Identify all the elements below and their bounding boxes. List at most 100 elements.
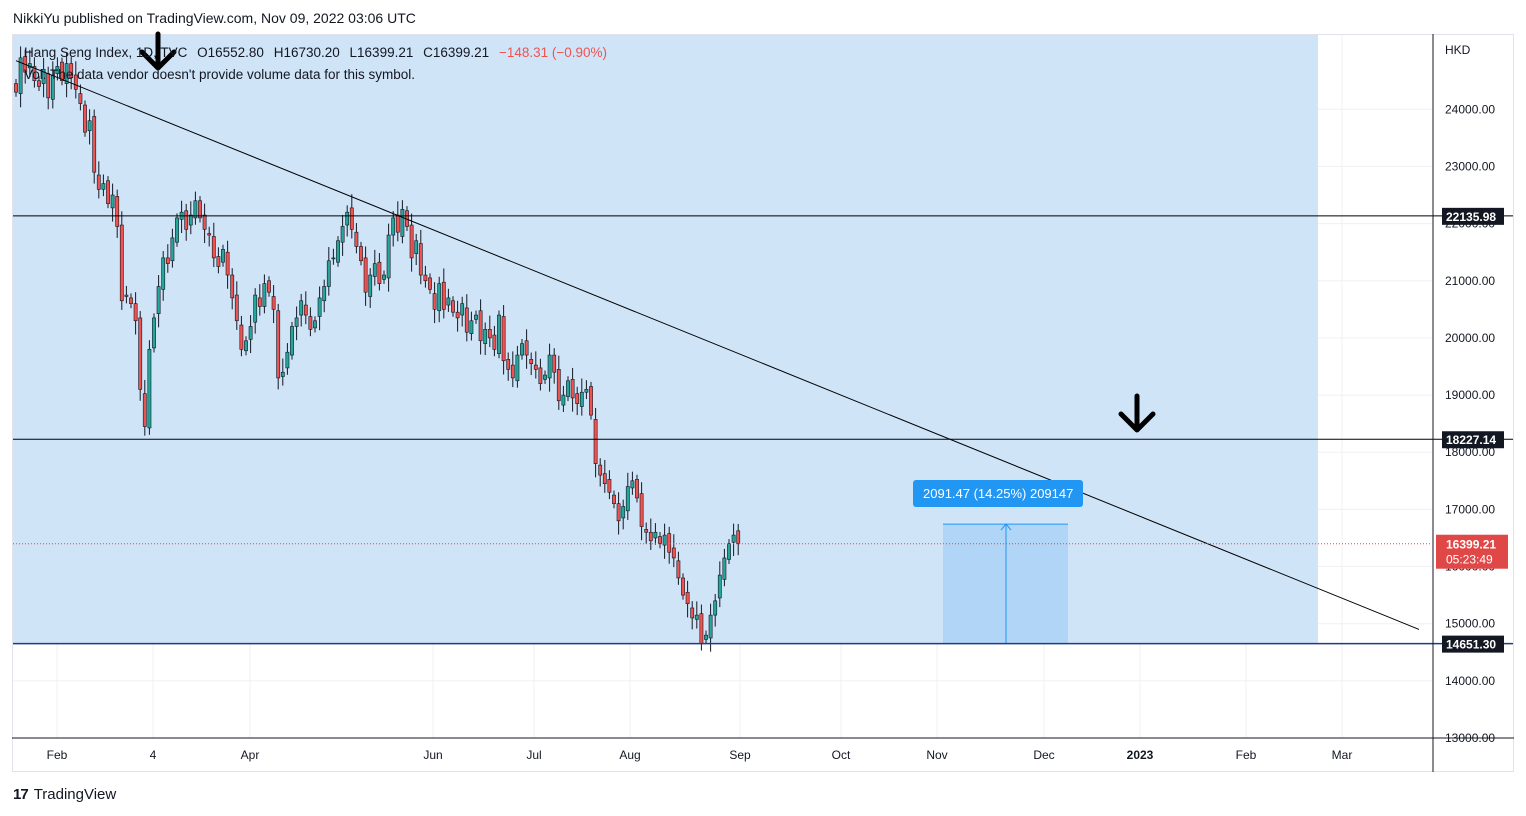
down-arrow-icon (139, 31, 177, 71)
candle-up (474, 314, 478, 320)
candle-up (579, 391, 584, 407)
candle-up (662, 534, 667, 546)
price-tick-label: 24000.00 (1445, 102, 1495, 116)
time-tick-label: Jul (526, 748, 541, 762)
candle-up (391, 217, 396, 236)
price-tick-label: 13000.00 (1445, 731, 1495, 745)
candle-up (520, 343, 524, 356)
candle-up (156, 286, 161, 314)
level-label: 14651.30 (1446, 638, 1496, 652)
candle-up (400, 209, 405, 237)
candle-down (685, 591, 690, 604)
candle-up (722, 557, 727, 580)
candle-down (593, 419, 598, 464)
candle-down (37, 80, 41, 87)
candle-down (570, 379, 575, 399)
volume-note: Vol: The data vendor doesn't provide vol… (24, 67, 416, 82)
candle-up (110, 194, 115, 209)
candle-down (271, 296, 276, 310)
candle-down (211, 236, 216, 259)
candle-down (455, 311, 460, 319)
current-price-label: 16399.21 (1446, 538, 1496, 552)
candle-up (50, 74, 55, 100)
candle-up (561, 394, 566, 406)
time-tick-label: 4 (150, 748, 157, 762)
candle-down (234, 294, 239, 322)
candle-down (598, 464, 603, 476)
candle-down (165, 257, 170, 264)
candle-up (727, 543, 731, 560)
candle-down (198, 200, 202, 219)
candle-up (290, 326, 294, 356)
tradingview-logo-icon: 17 (13, 786, 29, 803)
measure-label: 2091.47 (14.25%) 209147 (913, 480, 1084, 507)
candle-down (138, 317, 143, 390)
candle-up (244, 340, 248, 352)
candle-up (152, 317, 156, 349)
candle-up (483, 329, 488, 344)
candle-down (552, 354, 557, 373)
candle-up (653, 531, 658, 539)
candle-down (423, 274, 428, 282)
candle-down (202, 214, 207, 230)
candle-up (280, 371, 285, 377)
candle-down (129, 297, 133, 304)
candle-down (69, 63, 74, 79)
time-tick-label: Dec (1033, 748, 1054, 762)
candle-up (294, 317, 299, 327)
candle-down (257, 297, 262, 307)
time-tick-label: Apr (241, 748, 260, 762)
price-tick-label: 14000.00 (1445, 674, 1495, 688)
candle-up (731, 534, 736, 543)
candle-down (524, 340, 529, 356)
candle-up (326, 260, 331, 287)
candle-up (170, 237, 175, 262)
candle-down (216, 256, 221, 267)
highlight-zone (13, 35, 1318, 644)
candle-down (538, 367, 543, 384)
candle-down (501, 316, 506, 362)
candle-down (648, 531, 653, 542)
candle-down (478, 310, 483, 342)
ohlc-close: C16399.21 (423, 45, 490, 60)
candle-down (225, 251, 230, 276)
candle-down (658, 536, 662, 544)
candle-up (253, 294, 258, 323)
candle-up (322, 286, 327, 302)
chart-frame[interactable] (12, 34, 1514, 772)
candle-up (41, 68, 46, 84)
candle-down (207, 233, 212, 236)
ohlc-high: H16730.20 (273, 45, 340, 60)
candle-up (336, 240, 340, 263)
candle-down (533, 364, 538, 370)
candle-down (556, 369, 561, 402)
candle-down (492, 334, 497, 350)
candle-down (363, 257, 368, 293)
time-tick-label: 2023 (1127, 748, 1154, 762)
countdown-label: 05:23:49 (1446, 553, 1493, 567)
candle-up (704, 634, 708, 640)
candle-up (382, 274, 386, 280)
candle-down (73, 74, 78, 90)
candle-up (713, 600, 718, 616)
measure-arrowhead (1000, 523, 1012, 531)
candle-down (589, 386, 593, 416)
level-label-bg (1442, 635, 1504, 653)
candle-up (543, 374, 547, 380)
candle-down (681, 577, 685, 596)
candle-up (248, 326, 253, 340)
candle-up (345, 211, 350, 226)
candle-up (175, 217, 179, 243)
tradingview-footer[interactable]: 17 TradingView (13, 786, 116, 803)
candle-down (32, 66, 37, 82)
candle-down (133, 303, 138, 322)
candle-down (644, 529, 649, 533)
candle-down (267, 280, 271, 293)
candle-up (87, 120, 92, 132)
time-tick-label: Sep (729, 748, 751, 762)
candle-up (331, 257, 336, 260)
candle-up (147, 349, 152, 429)
candle-down (78, 93, 83, 104)
candle-down (506, 359, 511, 370)
